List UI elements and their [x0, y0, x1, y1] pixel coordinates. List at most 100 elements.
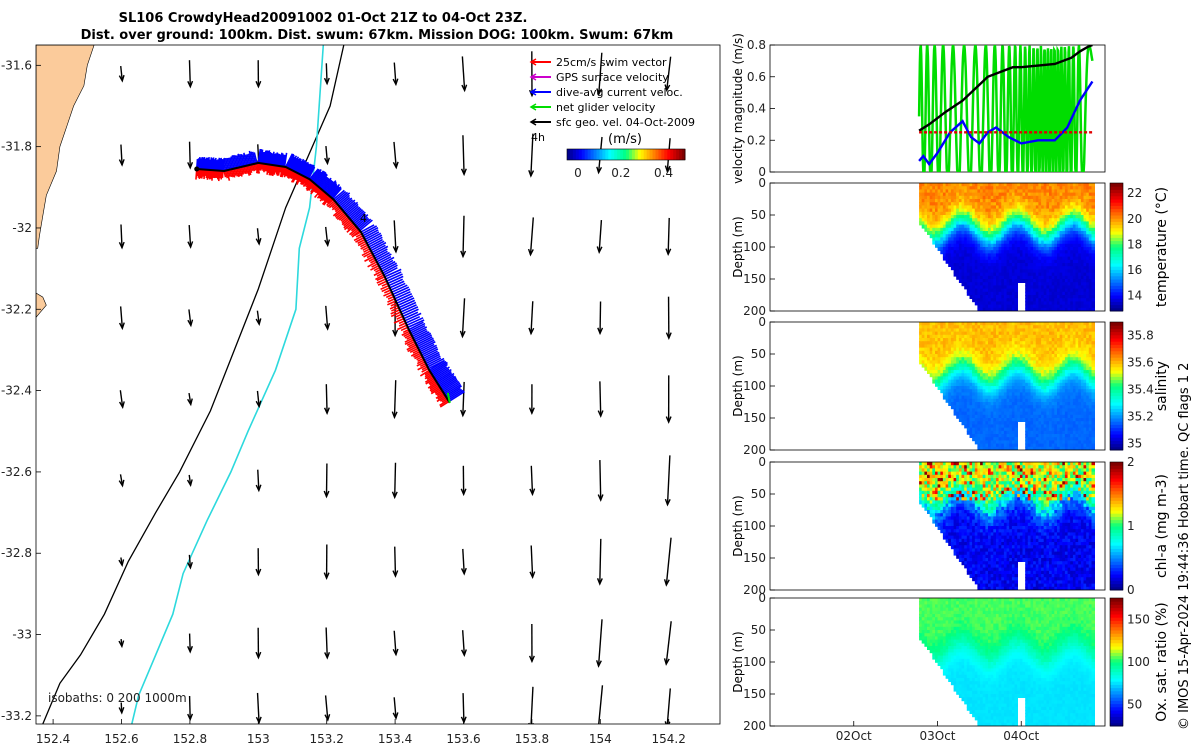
- section-cell: [1078, 192, 1082, 197]
- section-cell: [1054, 221, 1058, 226]
- section-cell: [990, 443, 995, 448]
- legend-swatch-head: [529, 88, 537, 96]
- section-cell: [950, 322, 955, 326]
- section-cell: [996, 269, 1000, 274]
- section-cell: [1038, 366, 1042, 371]
- current-vector: [394, 290, 411, 300]
- section-cell: [1017, 250, 1021, 255]
- section-cell: [1027, 291, 1032, 296]
- section-cell: [988, 208, 992, 213]
- section-cell: [1078, 307, 1082, 311]
- section-cell: [1038, 183, 1042, 187]
- section-cell: [969, 279, 973, 283]
- section-cell: [935, 215, 939, 219]
- section-cell: [1011, 234, 1016, 239]
- section-cell: [935, 341, 939, 346]
- section-cell: [1080, 186, 1085, 191]
- section-cell: [1083, 285, 1087, 290]
- section-cell: [1067, 192, 1072, 197]
- section-cell: [980, 266, 984, 271]
- section-cell: [937, 202, 942, 207]
- section-cell: [1030, 443, 1034, 448]
- section-cell: [1011, 354, 1016, 358]
- section-cell: [977, 186, 981, 191]
- section-cell: [1035, 408, 1040, 413]
- section-cell: [1006, 298, 1011, 303]
- swim-vector: [421, 366, 428, 371]
- section-cell: [1033, 328, 1037, 333]
- section-cell: [1033, 334, 1037, 339]
- section-cell: [929, 344, 934, 349]
- section-cell: [990, 347, 995, 352]
- section-cell: [1003, 298, 1008, 303]
- section-cell: [964, 205, 968, 210]
- section-cell: [1030, 360, 1034, 365]
- geo-vector-head: [527, 248, 534, 257]
- section-cell: [1070, 227, 1074, 232]
- section-cell: [1027, 382, 1032, 387]
- section-cell: [1001, 211, 1005, 216]
- section-cell: [1006, 398, 1011, 403]
- section-cell: [1014, 363, 1018, 368]
- section-cell: [1078, 240, 1082, 245]
- section-cell: [921, 183, 926, 187]
- section-cell: [1062, 237, 1066, 242]
- section-cell: [1009, 443, 1013, 448]
- section-cell: [1025, 211, 1029, 216]
- section-cell: [1009, 272, 1013, 277]
- section-cell: [1070, 211, 1074, 216]
- section-cell: [993, 322, 997, 326]
- swim-vector: [233, 168, 237, 176]
- section-cell: [1059, 411, 1064, 416]
- section-cell: [998, 295, 1003, 299]
- section-cell: [945, 256, 950, 261]
- velocity-y-tick-label: 0.8: [747, 38, 766, 52]
- section-cell: [974, 341, 979, 346]
- section-cell: [1030, 227, 1034, 232]
- section-cell: [1078, 247, 1082, 251]
- section-cell: [1001, 250, 1005, 255]
- section-cell: [927, 231, 931, 235]
- section-cell: [1049, 227, 1053, 232]
- section-cell: [1006, 215, 1011, 219]
- section-cell: [993, 227, 997, 232]
- section-cell: [1086, 291, 1090, 296]
- section-cell: [972, 363, 976, 368]
- section-cell: [993, 363, 997, 368]
- section-cell: [1033, 247, 1037, 251]
- section-cell: [932, 347, 936, 352]
- section-cell: [945, 227, 950, 232]
- section-cell: [1019, 263, 1024, 267]
- section-cell: [1038, 354, 1042, 358]
- section-cell: [919, 183, 923, 187]
- section-cell: [972, 256, 976, 261]
- section-cell: [972, 334, 976, 339]
- section-cell: [982, 338, 987, 342]
- section-cell: [1025, 247, 1029, 251]
- current-vector: [257, 148, 262, 164]
- section-cell: [945, 366, 950, 371]
- section-cell: [1035, 418, 1040, 422]
- current-vector: [396, 295, 414, 304]
- section-cell: [1051, 437, 1056, 442]
- section-cell: [956, 398, 960, 403]
- section-cell: [1022, 328, 1026, 333]
- section-cell: [1067, 285, 1072, 290]
- section-cell: [1014, 402, 1018, 406]
- section-cell: [1006, 186, 1011, 191]
- section-cell: [927, 347, 931, 352]
- section-cell: [974, 357, 979, 362]
- section-cell: [972, 331, 976, 336]
- section-cell: [1041, 398, 1045, 403]
- section-cell: [985, 199, 989, 203]
- section-cell: [996, 363, 1000, 368]
- section-cell: [1017, 395, 1021, 400]
- section-cell: [1078, 221, 1082, 226]
- section-cell: [945, 237, 950, 242]
- section-cell: [969, 354, 973, 358]
- section-cell: [972, 189, 976, 194]
- section-cell: [964, 218, 968, 223]
- section-cell: [953, 354, 958, 358]
- section-cell: [972, 195, 976, 200]
- colorbar-cell: [1110, 295, 1123, 299]
